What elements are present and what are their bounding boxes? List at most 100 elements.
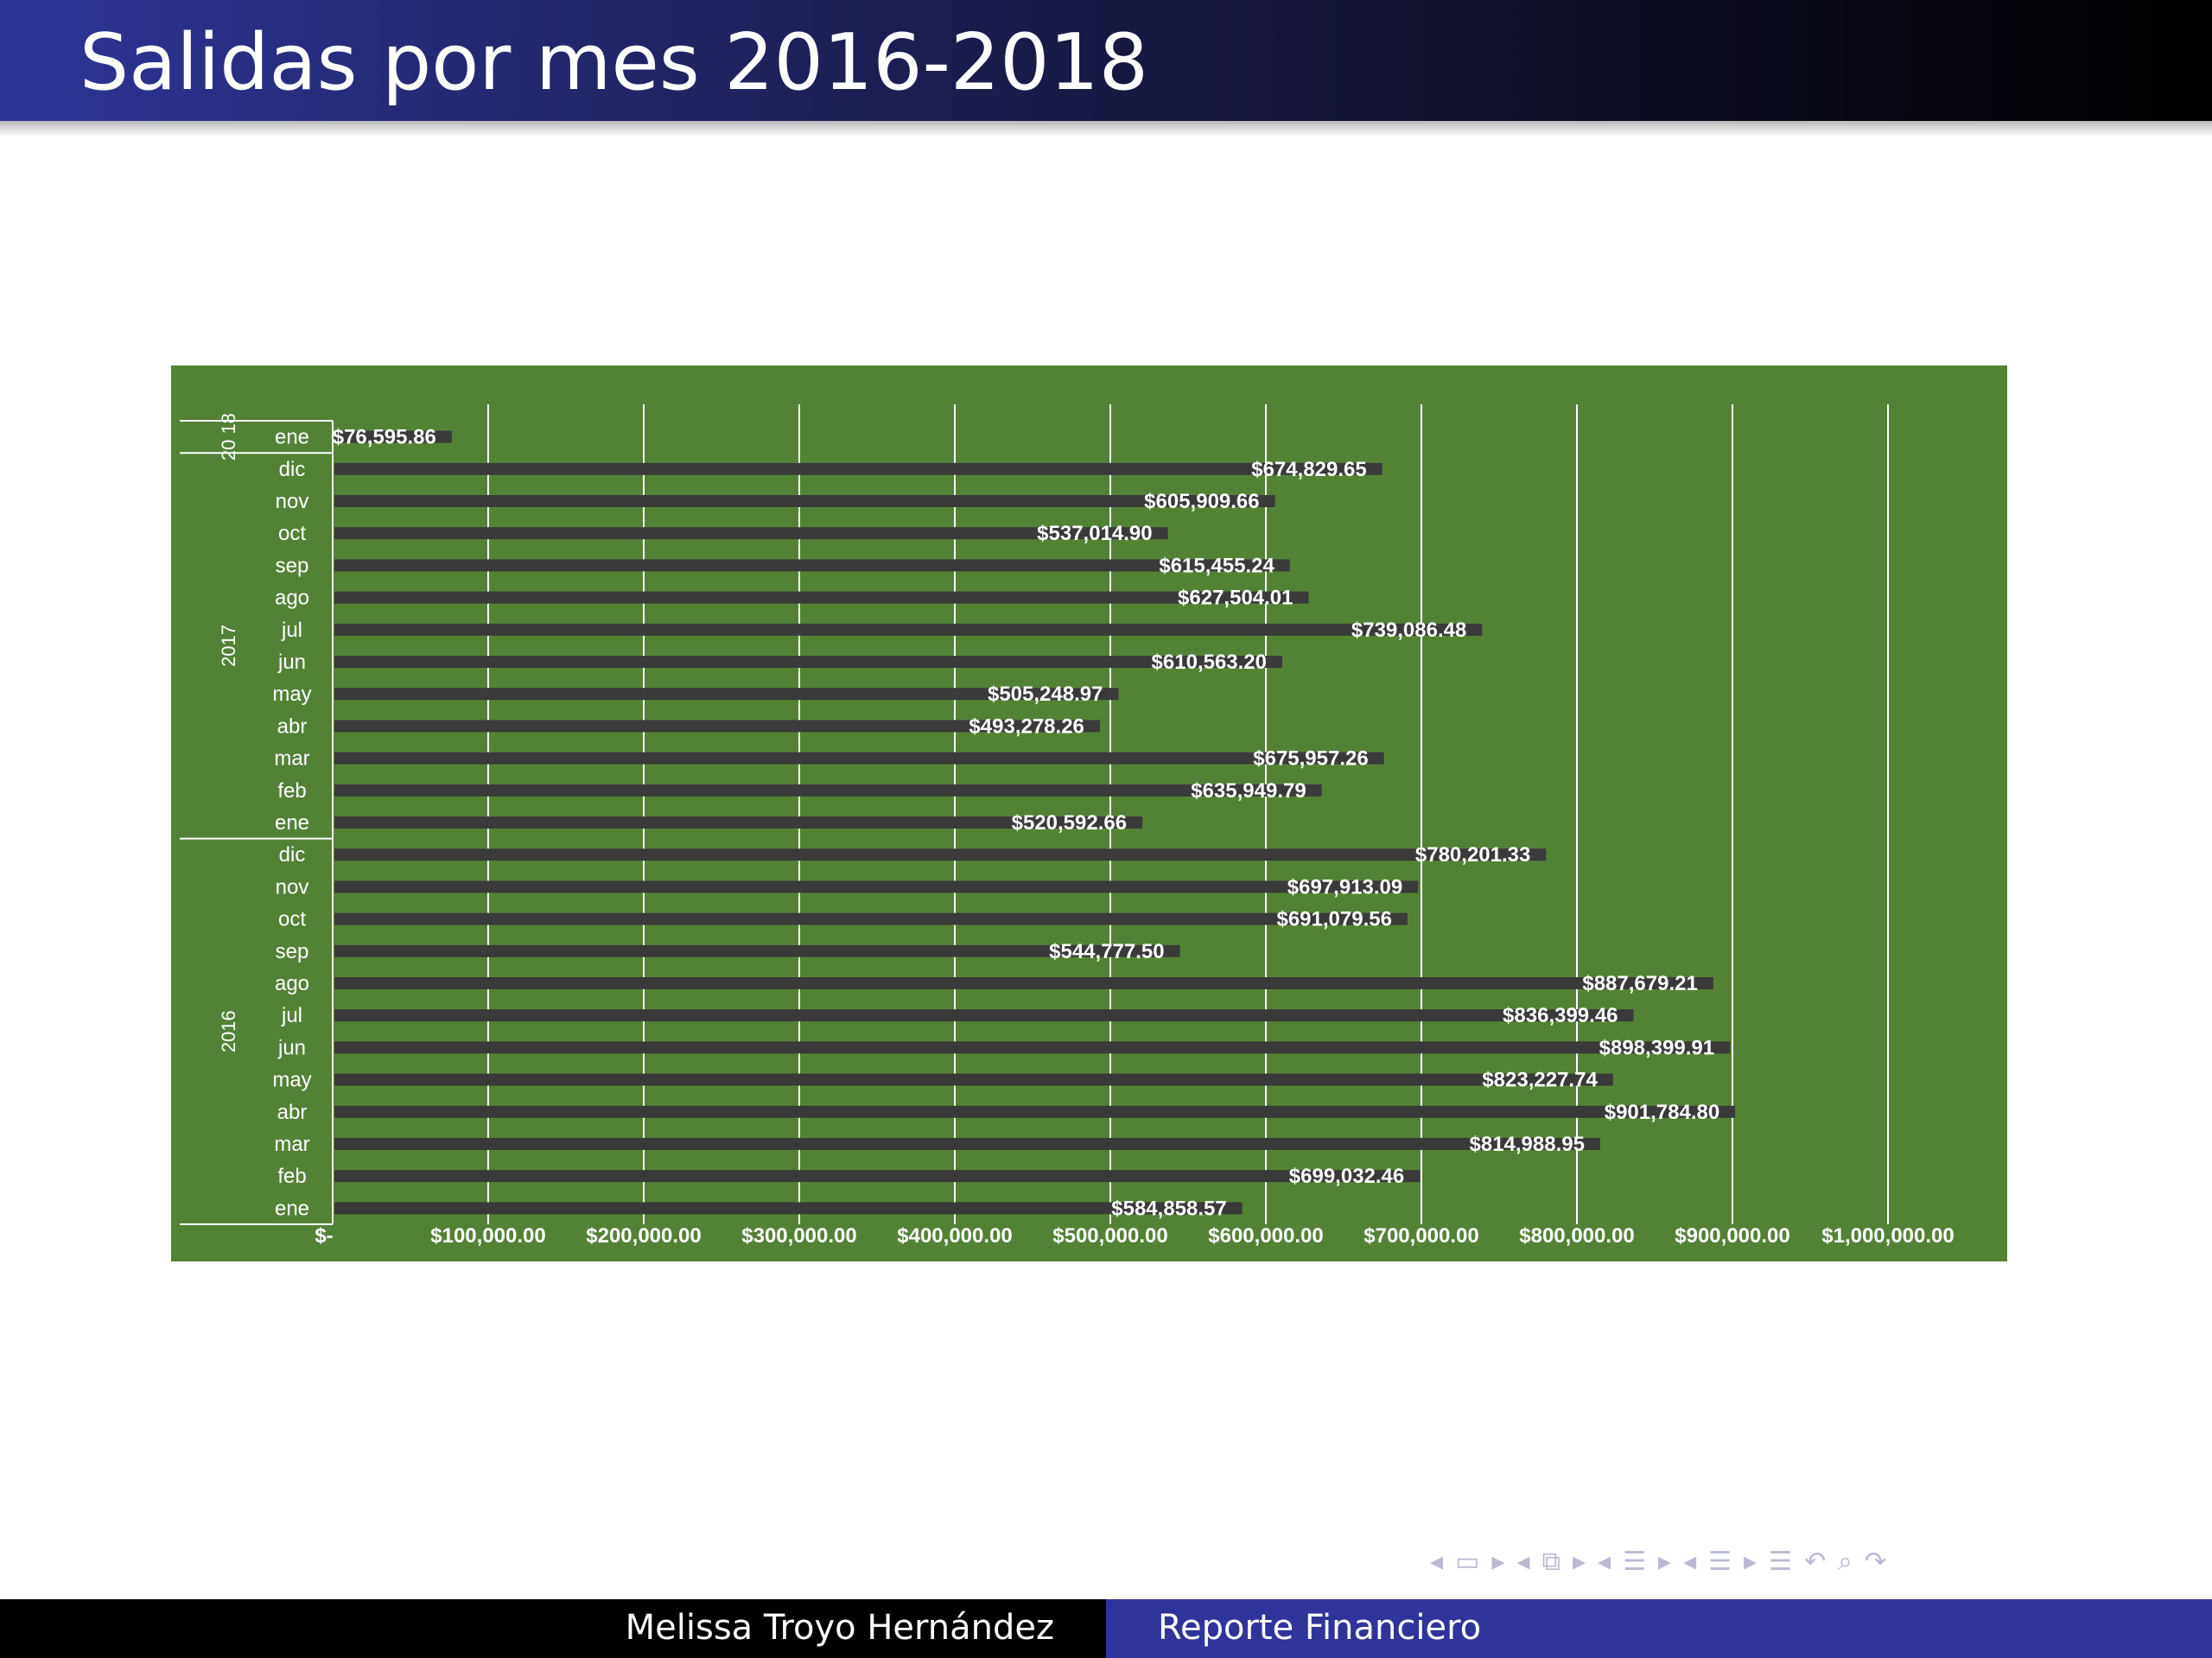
bar (334, 495, 1275, 507)
bar (334, 559, 1290, 572)
data-label: $493,278.26 (969, 715, 1084, 738)
bar (334, 1138, 1600, 1150)
month-label: dic (279, 843, 306, 867)
data-label: $675,957.26 (1253, 747, 1368, 771)
footer-author: Melissa Troyo Hernández (625, 1608, 1054, 1648)
x-tick-label: $600,000.00 (1208, 1224, 1323, 1248)
bar (334, 527, 1168, 540)
x-tick-label: $900,000.00 (1675, 1224, 1789, 1248)
data-label: $691,079.56 (1276, 908, 1391, 931)
subsection-icon[interactable]: ☰ (1708, 1547, 1732, 1577)
month-label: jul (281, 619, 302, 642)
data-label: $610,563.20 (1152, 651, 1267, 674)
data-label: $537,014.90 (1037, 522, 1152, 545)
x-tick-label: $1,000,000.00 (1821, 1224, 1954, 1248)
arrow-left-icon[interactable]: ◂ (1683, 1547, 1697, 1577)
data-label: $780,201.33 (1415, 843, 1530, 867)
month-label: feb (277, 1165, 306, 1188)
x-tick-label: $100,000.00 (430, 1224, 545, 1248)
section-icon[interactable]: ☰ (1623, 1547, 1646, 1577)
frame-icon[interactable]: ▭ (1455, 1547, 1480, 1577)
month-label: abr (277, 715, 308, 738)
bar (334, 591, 1309, 604)
x-tick-label: $- (315, 1224, 333, 1248)
month-label: ene (275, 1197, 309, 1220)
data-label: $699,032.46 (1289, 1165, 1404, 1188)
month-label: ago (275, 587, 309, 610)
arrow-right-icon[interactable]: ▸ (1491, 1547, 1505, 1577)
redo-icon[interactable]: ↷ (1864, 1547, 1887, 1577)
arrow-right-icon[interactable]: ▸ (1744, 1547, 1758, 1577)
frames-icon[interactable]: ⧉ (1541, 1547, 1560, 1577)
x-tick-label: $500,000.00 (1052, 1224, 1167, 1248)
slide-footer: Melissa Troyo Hernández Reporte Financie… (0, 1599, 2212, 1658)
bar (334, 462, 1382, 475)
month-label: mar (274, 747, 309, 771)
data-label: $627,504.01 (1178, 587, 1293, 610)
data-label: $605,909.66 (1144, 490, 1259, 513)
slide-header: Salidas por mes 2016-2018 (0, 0, 2212, 121)
month-label: may (272, 1069, 311, 1092)
data-label: $584,858.57 (1111, 1197, 1226, 1220)
arrow-left-icon[interactable]: ◂ (1430, 1547, 1444, 1577)
bar (334, 816, 1143, 829)
bar (334, 977, 1713, 989)
month-label: nov (276, 490, 309, 513)
arrow-left-icon[interactable]: ◂ (1516, 1547, 1530, 1577)
month-label: dic (279, 458, 306, 481)
bar (334, 1041, 1731, 1054)
month-label: ago (275, 972, 309, 995)
footer-title: Reporte Financiero (1158, 1608, 1482, 1648)
bar (334, 623, 1483, 636)
arrow-right-icon[interactable]: ▸ (1572, 1547, 1586, 1577)
bar (334, 1073, 1613, 1086)
footer-author-panel: Melissa Troyo Hernández (0, 1599, 1106, 1658)
x-tick-label: $400,000.00 (897, 1224, 1012, 1248)
bar (334, 688, 1119, 701)
month-label: jun (277, 651, 306, 674)
month-label: oct (278, 908, 306, 931)
month-label: feb (277, 779, 306, 803)
year-label: 20 18 (218, 413, 239, 461)
bar (334, 944, 1180, 957)
data-label: $739,086.48 (1351, 619, 1466, 642)
month-label: sep (276, 554, 309, 577)
month-label: jul (281, 1004, 302, 1027)
bar (334, 912, 1408, 925)
chart-svg: $76,595.86 $674,829.65 $605,909.66 $537,014… (180, 404, 1955, 1248)
month-label: jun (277, 1036, 306, 1059)
data-label: $505,248.97 (988, 683, 1103, 706)
month-label: sep (276, 940, 309, 963)
data-label: $836,399.46 (1503, 1004, 1618, 1027)
month-label: may (272, 683, 311, 706)
year-label: 2017 (218, 625, 239, 667)
x-tick-label: $200,000.00 (586, 1224, 701, 1248)
x-tick-label: $700,000.00 (1363, 1224, 1478, 1248)
data-label: $814,988.95 (1470, 1133, 1585, 1156)
month-label: abr (277, 1101, 308, 1124)
undo-icon[interactable]: ↶ (1804, 1547, 1827, 1577)
month-label: ene (275, 426, 309, 449)
bar (334, 752, 1384, 765)
month-label: mar (274, 1133, 309, 1156)
arrow-right-icon[interactable]: ▸ (1658, 1547, 1672, 1577)
data-label: $520,592.66 (1012, 811, 1127, 835)
list-icon[interactable]: ☰ (1769, 1547, 1792, 1577)
arrow-left-icon[interactable]: ◂ (1598, 1547, 1611, 1577)
data-label: $823,227.74 (1482, 1069, 1598, 1092)
bar (334, 880, 1419, 893)
month-label: ene (275, 811, 309, 835)
data-label: $615,455.24 (1159, 554, 1274, 577)
beamer-navigation[interactable]: ◂ ▭ ▸ ◂ ⧉ ▸ ◂ ☰ ▸ ◂ ☰ ▸ ☰ ↶ ⌕ ↷ (1430, 1547, 2190, 1590)
bar (334, 720, 1100, 733)
x-tick-label: $800,000.00 (1519, 1224, 1634, 1248)
bar (334, 848, 1547, 861)
month-label: oct (278, 522, 306, 545)
slide-title: Salidas por mes 2016-2018 (79, 17, 1148, 108)
data-label: $635,949.79 (1191, 779, 1306, 803)
bar (334, 430, 452, 443)
x-tick-label: $300,000.00 (741, 1224, 856, 1248)
search-icon[interactable]: ⌕ (1838, 1547, 1853, 1577)
data-label: $544,777.50 (1049, 940, 1164, 963)
bar (334, 1170, 1421, 1183)
